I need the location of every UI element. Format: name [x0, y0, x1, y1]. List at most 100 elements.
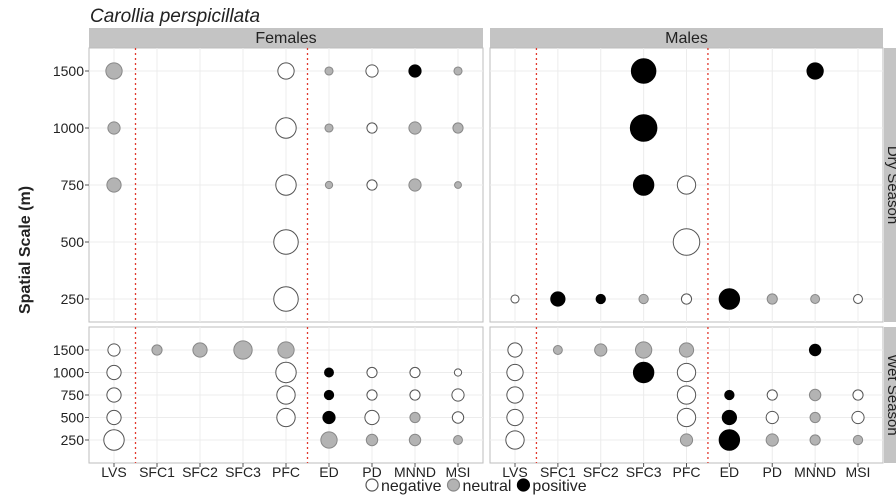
data-point-negative	[276, 385, 296, 405]
data-point-positive	[721, 409, 737, 426]
legend: negative neutral positive	[365, 478, 587, 495]
legend-label-neutral: neutral	[463, 478, 512, 495]
data-point-neutral	[233, 340, 253, 360]
data-point-negative	[672, 228, 701, 256]
data-point-negative	[451, 411, 465, 424]
legend-label-positive: positive	[532, 478, 586, 495]
data-point-neutral	[454, 181, 462, 189]
facet-panels: Females Males Dry Season Wet Season 1500 1000…	[53, 28, 896, 480]
data-point-neutral	[192, 342, 208, 358]
x-tick-label: PFC	[673, 464, 701, 480]
y-tick-label: 250	[61, 291, 85, 307]
data-point-positive	[632, 361, 655, 384]
data-point-neutral	[809, 411, 821, 424]
data-point-neutral	[324, 123, 334, 133]
x-tick-label: MNND	[394, 464, 436, 480]
x-tick-label: SFC2	[182, 464, 218, 480]
data-point-negative	[510, 294, 520, 304]
panel-females-wet	[88, 326, 484, 464]
data-point-neutral	[324, 180, 334, 190]
data-point-neutral	[552, 345, 563, 355]
y-tick-label: 500	[61, 234, 85, 250]
data-point-negative	[366, 366, 378, 379]
x-tick-label: PD	[763, 464, 782, 480]
data-point-negative	[276, 407, 296, 428]
y-tick-label: 1500	[53, 342, 84, 358]
x-tick-label: MSI	[846, 464, 871, 480]
data-point-neutral	[408, 178, 422, 192]
legend-key-neutral	[446, 478, 461, 492]
data-point-negative	[676, 175, 697, 195]
data-point-negative	[451, 388, 465, 402]
data-point-negative	[365, 64, 379, 78]
data-point-positive	[629, 114, 658, 142]
data-point-neutral	[678, 342, 695, 358]
data-point-positive	[322, 410, 336, 425]
data-point-negative	[366, 122, 378, 134]
data-point-neutral	[408, 121, 422, 135]
x-tick-label: SFC1	[139, 464, 175, 480]
data-point-neutral	[452, 122, 464, 134]
data-point-negative	[676, 407, 697, 428]
y-tick-label: 1000	[53, 120, 84, 136]
data-point-negative	[852, 389, 864, 401]
facet-strip-season-label: Dry Season	[884, 146, 896, 224]
panel-males-wet	[489, 326, 884, 464]
data-point-negative	[766, 389, 778, 401]
data-point-negative	[507, 342, 523, 358]
data-point-neutral	[766, 293, 778, 305]
facet-strip-season-label: Wet Season	[884, 354, 896, 435]
data-point-positive	[806, 62, 824, 80]
facet-strip-females	[89, 28, 483, 48]
x-tick-label: SFC3	[225, 464, 261, 480]
panel-males-dry	[489, 47, 884, 323]
y-tick-label: 250	[61, 432, 85, 448]
y-tick-label: 1500	[53, 63, 84, 79]
data-point-negative	[273, 229, 299, 255]
y-tick-label: 750	[61, 177, 85, 193]
data-point-neutral	[105, 62, 123, 80]
legend-key-positive	[516, 478, 531, 492]
data-point-negative	[277, 62, 295, 80]
data-point-negative	[275, 361, 297, 384]
legend-key-negative	[365, 478, 379, 492]
x-tick-label: PD	[362, 464, 381, 480]
data-point-neutral	[765, 433, 779, 447]
y-tick-label: 500	[61, 410, 85, 426]
x-tick-label: PFC	[272, 464, 300, 480]
legend-label-negative: negative	[381, 478, 442, 495]
data-point-neutral	[634, 341, 653, 359]
data-point-negative	[275, 117, 297, 139]
x-tick-label: ED	[319, 464, 338, 480]
data-point-negative	[273, 286, 299, 312]
facet-strip-males	[490, 28, 883, 48]
data-point-negative	[453, 368, 463, 377]
x-tick-label: SFC2	[583, 464, 619, 480]
data-point-negative	[680, 293, 693, 305]
data-point-negative	[505, 430, 525, 450]
data-point-negative	[506, 363, 524, 382]
data-point-neutral	[409, 411, 421, 424]
facet-strip-season	[884, 48, 896, 322]
data-point-positive	[324, 367, 334, 378]
data-point-negative	[676, 385, 697, 405]
data-point-negative	[366, 389, 378, 401]
x-tick-label: ED	[720, 464, 739, 480]
data-point-neutral	[808, 388, 822, 402]
x-tick-label: LVS	[502, 464, 527, 480]
facet-strip-label: Males	[665, 30, 708, 47]
data-point-neutral	[852, 434, 864, 446]
x-tick-label: MNND	[794, 464, 836, 480]
data-point-negative	[107, 343, 121, 357]
data-point-neutral	[365, 433, 379, 447]
chart-title: Carollia perspicillata	[90, 6, 260, 27]
x-tick-label: SFC3	[626, 464, 662, 480]
data-point-negative	[106, 364, 122, 381]
data-point-neutral	[453, 66, 463, 76]
x-tick-label: MSI	[446, 464, 471, 480]
x-tick-label: SFC1	[540, 464, 576, 480]
data-point-negative	[103, 429, 125, 451]
y-tick-label: 1000	[53, 365, 84, 381]
facet-strip-label: Females	[255, 30, 316, 47]
